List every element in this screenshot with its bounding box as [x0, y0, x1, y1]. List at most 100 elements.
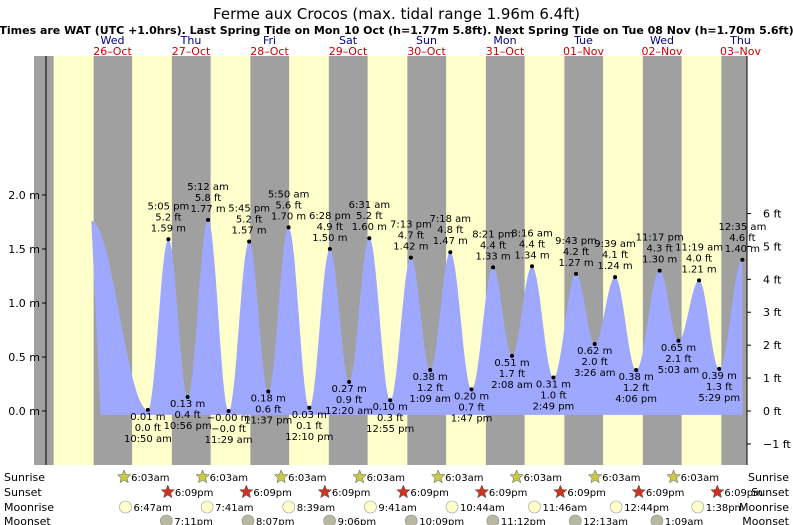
tide-label-line: 5:12 am: [187, 182, 229, 193]
tide-label-line: 5:50 am: [268, 189, 310, 200]
sunrise-star-icon: [666, 469, 681, 484]
chart-title: Ferme aux Crocos (max. tidal range 1.96m…: [213, 5, 580, 23]
day-date-label: 01–Nov: [563, 45, 604, 58]
moonset-icon: [650, 514, 664, 525]
tide-label-line: 4.0 ft: [686, 253, 712, 264]
tide-label-line: 0.9 ft: [336, 395, 362, 406]
tide-label-line: 1.42 m: [393, 242, 428, 253]
tide-point: [448, 250, 453, 255]
sunset-time: 6:09pm: [489, 488, 528, 499]
tide-label-line: 4.7 ft: [398, 231, 424, 242]
tide-point: [145, 407, 150, 412]
moonset-row-label-right: Moonset: [742, 515, 789, 525]
tide-label-line: 2.1 ft: [665, 354, 691, 365]
tide-label-line: 0.27 m: [332, 384, 367, 395]
tide-label-line: 4.4 ft: [480, 240, 506, 251]
sunset-star-icon: [239, 484, 254, 499]
tide-label-line: 0.18 m: [251, 394, 286, 405]
sunrise-star-icon: [195, 469, 210, 484]
tide-point: [613, 275, 618, 280]
tide-label-line: 1.3 ft: [706, 382, 732, 393]
moonrise-time: 11:46am: [542, 503, 587, 514]
tide-label-line: 12:35 am: [718, 222, 766, 233]
tide-label-line: 4:06 pm: [615, 394, 657, 405]
tide-point: [408, 255, 413, 260]
tide-label-line: 4.3 ft: [646, 244, 672, 255]
day-name-label: Tue: [573, 34, 593, 47]
tide-point: [634, 367, 639, 372]
tide-label-line: 0.01 m: [130, 412, 165, 423]
tide-label-line: 11:17 pm: [636, 233, 684, 244]
tide-label-line: 11:29 am: [205, 435, 253, 446]
tide-label-line: 8:16 am: [511, 228, 553, 239]
left-tick-label: 0.5 m: [8, 351, 40, 364]
right-tick-label: 1 ft: [763, 372, 782, 385]
moonset-time: 9:06pm: [338, 517, 377, 525]
tide-label-line: 0.0 ft: [135, 423, 161, 434]
sunset-row-label: Sunset: [4, 486, 42, 499]
day-date-label: 02–Nov: [642, 45, 683, 58]
moonrise-icon: [364, 500, 377, 514]
tide-label-line: 9:39 am: [594, 239, 636, 250]
tide-label-line: −0.00 m: [207, 413, 251, 424]
sunrise-row-label: Sunrise: [4, 471, 45, 484]
tide-label-line: 1:47 pm: [451, 413, 493, 424]
tide-label-line: 0.31 m: [536, 380, 571, 391]
tide-label-line: 5.2 ft: [155, 212, 181, 223]
moonrise-icon: [282, 500, 296, 514]
tide-label-line: 2:08 am: [491, 380, 533, 391]
day-name-label: Wed: [101, 34, 125, 47]
sunset-star-icon: [474, 484, 490, 499]
tide-label-line: 1.30 m: [642, 255, 677, 266]
tide-point: [206, 217, 211, 222]
tide-label-line: 1.33 m: [475, 251, 510, 262]
tide-label-line: 0.62 m: [577, 346, 612, 357]
sunrise-time: 6:03am: [602, 473, 640, 484]
moonrise-icon: [200, 500, 214, 514]
tide-label-line: 0.51 m: [494, 358, 529, 369]
moonset-icon: [241, 514, 255, 525]
day-date-label: 03–Nov: [720, 45, 761, 58]
day-date-label: 29–Oct: [329, 45, 368, 58]
left-tick-label: 1.0 m: [8, 297, 40, 310]
day-date-label: 26–Oct: [93, 45, 132, 58]
tide-label-line: 5:29 pm: [698, 393, 740, 404]
tide-label-line: 4.8 ft: [437, 225, 463, 236]
day-headers: Wed26–OctThu27–OctFri28–OctSat29–OctSun3…: [93, 34, 761, 58]
tide-label-line: 10:50 am: [124, 434, 172, 445]
tide-label-line: 0.38 m: [413, 372, 448, 383]
tide-point: [226, 409, 231, 413]
day-name-label: Thu: [729, 34, 751, 47]
moonset-time: 12:13am: [583, 517, 628, 525]
tide-label-line: 0.7 ft: [458, 402, 484, 413]
tide-label-line: 1.2 ft: [623, 383, 649, 394]
right-tick-label: 3 ft: [763, 306, 782, 319]
moonrise-icon: [691, 500, 705, 514]
moonrise-time: 6:47am: [133, 503, 171, 514]
day-name-label: Thu: [180, 34, 202, 47]
tide-label-line: 3:26 am: [574, 368, 616, 379]
tide-label-line: 0.13 m: [170, 399, 205, 410]
left-tick-label: 1.5 m: [8, 243, 40, 256]
sunset-time: 6:09pm: [253, 488, 292, 499]
tide-point: [676, 338, 681, 343]
tide-point: [592, 342, 597, 347]
sunrise-time: 6:03am: [210, 473, 248, 484]
tide-label-line: 0.39 m: [702, 371, 737, 382]
tide-point: [469, 387, 474, 392]
right-tick-label: 6 ft: [763, 207, 782, 220]
sunset-star-icon: [631, 484, 647, 499]
tide-label-line: 7:18 am: [430, 214, 472, 225]
moonset-time: 10:09pm: [419, 517, 464, 525]
tide-point: [530, 264, 535, 269]
day-name-label: Sat: [339, 34, 358, 47]
right-tick-label: 0 ft: [763, 405, 782, 418]
tide-label-line: 1.60 m: [352, 222, 387, 233]
tide-label-line: 0.65 m: [661, 343, 696, 354]
tide-point: [247, 239, 252, 244]
tide-label-line: 1.27 m: [558, 258, 593, 269]
sunset-star-icon: [396, 484, 411, 499]
tide-point: [551, 375, 556, 380]
